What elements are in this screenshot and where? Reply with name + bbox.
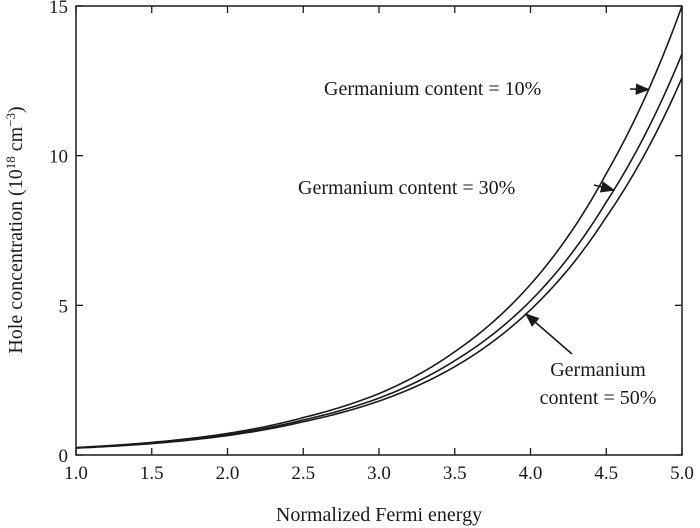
x-tick-label-1: 1.5	[140, 463, 164, 484]
tick-labels: 1.0 1.5 2.0 2.5 3.0 3.5 4.0 4.5 5.0 0 5 10 15	[49, 0, 694, 484]
y-tick-label-0: 0	[59, 446, 69, 467]
x-tick-label-5: 3.5	[443, 463, 467, 484]
y-axis-label: Hole concentration (1018 cm−3)	[3, 106, 28, 353]
series-line-2	[75, 77, 683, 449]
annotation-arrow-1	[593, 181, 616, 193]
x-tick-label-0: 1.0	[64, 463, 88, 484]
annotation-2: Germanium content = 50%	[540, 359, 657, 409]
x-tick-label-8: 5.0	[670, 463, 694, 484]
annotations: Germanium content = 10% Germanium content…	[298, 78, 656, 409]
x-tick-label-3: 2.5	[291, 463, 315, 484]
annotation-0: Germanium content = 10%	[324, 78, 541, 100]
x-tick-label-2: 2.0	[216, 463, 240, 484]
series-lines	[75, 5, 683, 449]
annotation-1: Germanium content = 30%	[298, 177, 515, 199]
x-tick-label-7: 4.5	[594, 463, 618, 484]
y-tick-label-1: 5	[59, 296, 69, 317]
x-axis-label: Normalized Fermi energy	[276, 504, 482, 526]
annotation-arrow-2	[524, 313, 573, 355]
axis-ticks	[75, 5, 683, 456]
y-tick-label-3: 15	[49, 0, 68, 18]
x-tick-label-4: 3.0	[367, 463, 391, 484]
x-tick-label-6: 4.0	[519, 463, 543, 484]
y-tick-label-2: 10	[49, 147, 68, 168]
